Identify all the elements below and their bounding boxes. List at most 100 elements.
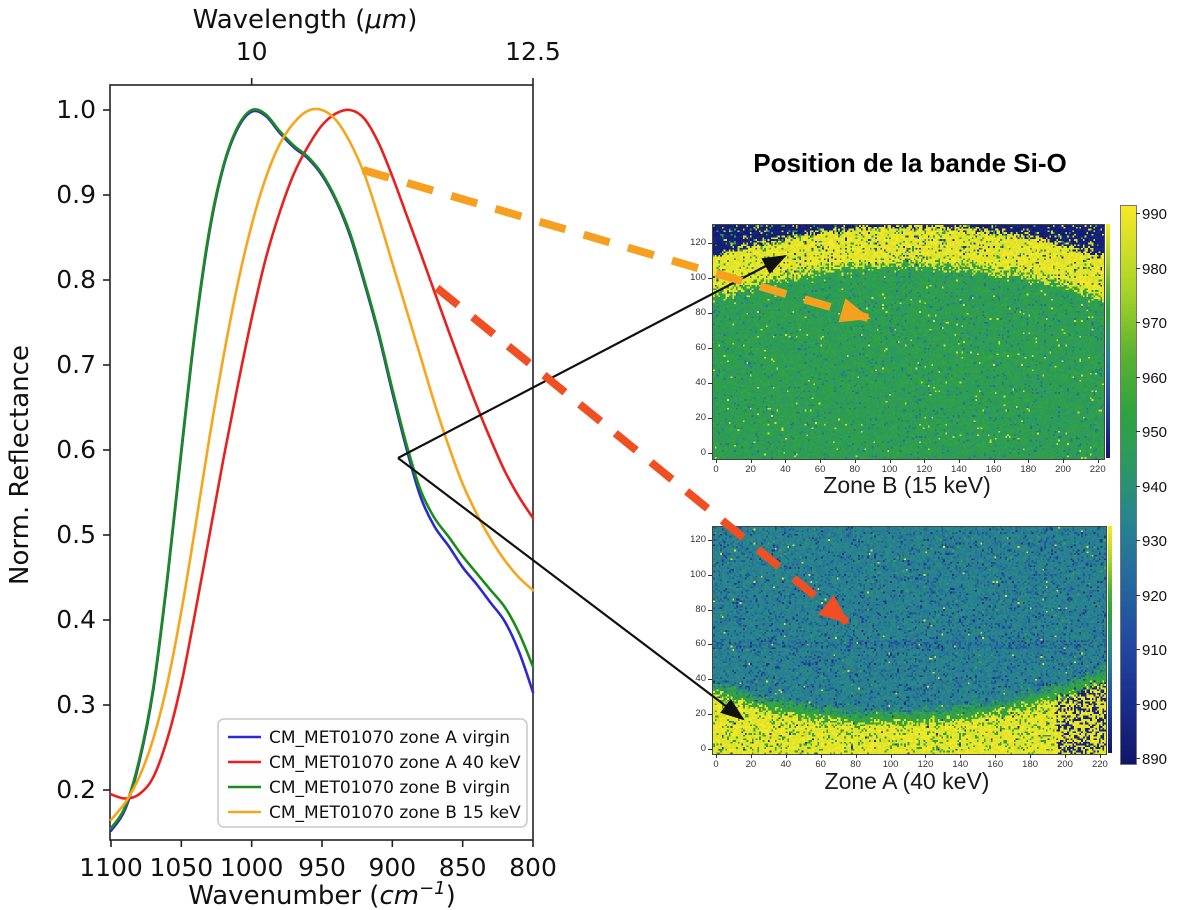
map-x-tick-label: 20 [745,464,756,475]
map-x-tick-label: 60 [815,759,826,770]
map-y-tick-mark [708,453,712,454]
legend-entry-label: CM_MET01070 zone B virgin [269,778,510,798]
map-y-tick-mark [708,539,712,541]
map-x-tick-mark [785,754,787,758]
map-x-tick-label: 220 [1089,464,1106,475]
top-axis-label: Wavelength (μm) [193,5,418,35]
x-tick-label: 900 [368,853,416,882]
zone-a-label: Zone A (40 keV) [824,768,990,794]
map-x-tick-label: 200 [1057,759,1073,770]
map-x-tick-mark [889,459,891,463]
map-x-tick-mark [855,754,857,758]
legend-entry-label: CM_MET01070 zone A virgin [269,728,510,748]
y-axis-label: Norm. Reflectance [5,345,35,585]
legend-entry-label: CM_MET01070 zone B 15 keV [269,803,521,823]
map-y-tick-mark [708,418,712,420]
map-x-tick-label: 0 [713,464,719,475]
spectrum-curve [109,108,535,800]
colorbar-tick-label: 960 [1142,369,1168,387]
top-tick-label: 10 [236,37,268,66]
map-x-tick-label: 200 [1055,464,1071,475]
map-x-tick-mark [890,754,892,758]
x-tick-label: 950 [298,853,346,882]
map-x-tick-label: 180 [1020,464,1037,475]
map-x-tick-mark [716,754,717,758]
map-y-tick-label: 100 [690,272,706,284]
map-y-tick-mark [708,574,712,576]
legend-entry-label: CM_MET01070 zone A 40 keV [269,753,521,773]
colorbar-tick-label: 910 [1142,642,1168,659]
map-x-tick-mark [960,754,962,758]
colorbar-tick-label: 990 [1142,206,1168,223]
x-axis-label: Wavenumber (cm−1) [188,878,456,910]
map-x-tick-label: 140 [950,464,967,475]
map-x-tick-label: 100 [882,759,899,770]
zone-b-colorbar-sliver [1106,224,1110,458]
top-tick-label: 12.5 [505,37,561,66]
colorbar-tick-mark [1136,649,1140,650]
colorbar-tick-mark [1136,594,1140,596]
y-tick-label: 1.0 [56,95,96,124]
colorbar-tick-label: 950 [1142,424,1168,441]
x-tick-label: 850 [439,853,487,882]
map-y-tick-mark [708,679,712,681]
map-x-tick-label: 180 [1022,759,1039,770]
colorbar-tick-mark [1136,540,1140,541]
map-x-tick-label: 120 [916,464,933,475]
y-tick-label: 0.8 [56,265,96,294]
y-tick-label: 0.4 [56,605,96,634]
x-tick-label: 800 [509,853,557,882]
map-x-tick-label: 140 [952,759,969,770]
map-x-tick-mark [785,459,787,463]
colorbar-tick-mark [1136,485,1140,487]
map-y-tick-mark [708,749,712,750]
map-y-tick-label: 60 [695,638,706,650]
map-y-tick-mark [708,243,712,245]
map-x-tick-label: 0 [713,759,719,770]
map-x-tick-label: 40 [780,759,792,770]
map-x-tick-label: 80 [850,759,861,770]
map-x-tick-mark [1065,754,1066,758]
map-x-tick-label: 80 [849,464,861,475]
map-y-tick-label: 100 [690,568,706,580]
colorbar-tick-mark [1136,322,1140,323]
map-x-tick-label: 40 [780,464,791,475]
colorbar-tick-label: 890 [1142,751,1168,768]
map-x-tick-mark [993,459,995,463]
spectra-plot: 1100 1050 1000 950 900 850 800 Wavenumber (cm−1… [5,5,561,910]
y-tick-label: 0.6 [56,435,96,464]
colorbar-tick-mark [1136,267,1140,269]
map-x-tick-mark [924,459,926,463]
map-x-tick-mark [925,754,927,758]
map-x-tick-label: 160 [987,759,1004,770]
colorbar-tick-mark [1136,431,1140,432]
map-y-tick-label: 120 [690,237,706,249]
map-x-tick-mark [820,459,822,463]
map-x-tick-mark [750,459,752,463]
map-y-tick-mark [708,609,712,611]
map-x-tick-label: 20 [745,759,757,770]
colorbar-tick-mark [1136,213,1140,214]
colorbar-tick-label: 980 [1142,260,1168,278]
colorbar [1120,205,1137,765]
y-tick-label: 0.5 [56,520,96,549]
colorbar-tick-label: 970 [1142,315,1168,332]
map-y-tick-mark [708,313,712,315]
x-tick-label: 1000 [220,853,284,882]
colorbar-tick-mark [1136,758,1140,759]
y-tick-label: 0.2 [56,775,96,804]
colorbar-tick-label: 940 [1142,478,1168,496]
map-x-tick-label: 60 [814,464,826,475]
map-y-tick-label: 20 [695,708,706,720]
map-y-tick-label: 120 [690,533,706,545]
x-tick-label: 1100 [79,853,143,882]
map-x-tick-mark [716,459,717,463]
colorbar-tick-label: 920 [1142,587,1168,605]
map-x-tick-label: 220 [1091,759,1108,770]
map-x-tick-mark [1097,459,1099,463]
map-y-tick-mark [708,278,712,280]
map-x-tick-mark [958,459,960,463]
map-x-tick-mark [995,754,997,758]
map-x-tick-mark [854,459,856,463]
map-x-tick-mark [1063,459,1064,463]
